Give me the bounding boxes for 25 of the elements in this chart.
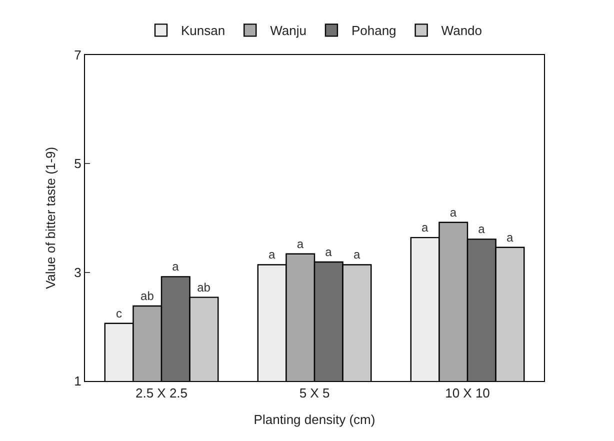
legend-label: Wando xyxy=(441,23,482,38)
legend-label: Wanju xyxy=(270,23,306,38)
y-tick-label: 7 xyxy=(74,48,82,63)
data-label: a xyxy=(478,222,486,236)
legend-label: Kunsan xyxy=(181,23,226,38)
data-label: c xyxy=(116,306,122,320)
x-tick-label: 5 X 5 xyxy=(299,386,330,401)
y-tick-label: 1 xyxy=(74,374,82,389)
data-label: a xyxy=(422,220,429,235)
y-tick-label: 5 xyxy=(74,156,82,172)
x-axis-title: Planting density (cm) xyxy=(254,412,376,428)
data-label: a xyxy=(325,245,332,260)
data-label: a xyxy=(450,205,457,220)
x-tick-label: 2.5 X 2.5 xyxy=(135,386,188,401)
data-label: a xyxy=(268,248,276,262)
data-label: ab xyxy=(197,280,211,294)
legend-label: Pohang xyxy=(351,23,396,38)
y-axis-title: Value of bitter taste (1-9) xyxy=(43,146,58,290)
data-label: ab xyxy=(140,289,154,304)
x-tick-label: 10 X 10 xyxy=(445,386,490,401)
data-label: a xyxy=(506,230,514,244)
data-label: a xyxy=(353,248,360,262)
y-tick-label: 3 xyxy=(74,264,82,280)
data-label: a xyxy=(172,260,180,274)
data-label: a xyxy=(296,236,304,251)
